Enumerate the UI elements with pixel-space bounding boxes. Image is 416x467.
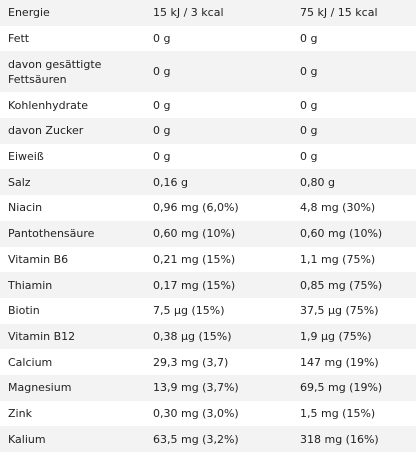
table-row: Fett 0 g 0 g (0, 25, 416, 52)
value-per-portion: 0,60 mg (10%) (292, 220, 416, 247)
nutrient-name: Calcium (0, 349, 145, 375)
value-per-100ml: 29,3 mg (3,7) (145, 349, 292, 375)
value-per-portion: 69,5 mg (19%) (292, 374, 416, 401)
nutrient-name: Vitamin B12 (0, 323, 145, 350)
value-per-portion: 37,5 µg (75%) (292, 297, 416, 324)
nutrient-name: Vitamin B6 (0, 246, 145, 273)
value-per-portion: 0 g (292, 92, 416, 119)
table-row: Thiamin 0,17 mg (15%) 0,85 mg (75%) (0, 272, 416, 298)
table-row: Kohlenhydrate 0 g 0 g (0, 92, 416, 119)
value-per-portion: 0,80 g (292, 169, 416, 196)
nutrient-name: Pantothensäure (0, 220, 145, 247)
nutrient-name: Salz (0, 169, 145, 196)
table-row: Calcium 29,3 mg (3,7) 147 mg (19%) (0, 349, 416, 375)
table-row: Kalium 63,5 mg (3,2%) 318 mg (16%) (0, 426, 416, 452)
value-per-100ml: 0,60 mg (10%) (145, 220, 292, 247)
nutrient-name: Magnesium (0, 374, 145, 401)
value-per-portion: 318 mg (16%) (292, 426, 416, 452)
value-per-portion: 0 g (292, 25, 416, 52)
value-per-100ml: 0,30 mg (3,0%) (145, 400, 292, 427)
value-per-100ml: 0,16 g (145, 169, 292, 196)
value-per-100ml: 0,21 mg (15%) (145, 246, 292, 273)
value-per-100ml: 0,38 µg (15%) (145, 323, 292, 350)
value-per-portion: 75 kJ / 15 kcal (292, 0, 416, 26)
value-per-portion: 4,8 mg (30%) (292, 195, 416, 221)
table-row: Salz 0,16 g 0,80 g (0, 169, 416, 196)
table-row: davon gesättigte Fettsäuren 0 g 0 g (0, 51, 416, 93)
table-row: Eiweiß 0 g 0 g (0, 143, 416, 170)
value-per-100ml: 0 g (145, 143, 292, 170)
nutrition-table: Energie 15 kJ / 3 kcal 75 kJ / 15 kcal F… (0, 0, 416, 452)
table-row: Magnesium 13,9 mg (3,7%) 69,5 mg (19%) (0, 374, 416, 401)
nutrient-name: Fett (0, 25, 145, 52)
value-per-portion: 0 g (292, 51, 416, 93)
nutrient-name: Niacin (0, 195, 145, 221)
nutrient-name: Kohlenhydrate (0, 92, 145, 119)
value-per-100ml: 0 g (145, 92, 292, 119)
value-per-100ml: 7,5 µg (15%) (145, 297, 292, 324)
value-per-100ml: 0 g (145, 25, 292, 52)
value-per-100ml: 0,17 mg (15%) (145, 272, 292, 298)
value-per-100ml: 15 kJ / 3 kcal (145, 0, 292, 26)
value-per-portion: 0 g (292, 143, 416, 170)
table-row: Vitamin B12 0,38 µg (15%) 1,9 µg (75%) (0, 323, 416, 350)
value-per-portion: 0,85 mg (75%) (292, 272, 416, 298)
table-row: Vitamin B6 0,21 mg (15%) 1,1 mg (75%) (0, 246, 416, 273)
nutrient-name: davon Zucker (0, 118, 145, 144)
value-per-100ml: 0 g (145, 51, 292, 93)
table-row: Zink 0,30 mg (3,0%) 1,5 mg (15%) (0, 400, 416, 427)
nutrient-name: Kalium (0, 426, 145, 452)
table-row: Niacin 0,96 mg (6,0%) 4,8 mg (30%) (0, 195, 416, 221)
nutrient-name: Zink (0, 400, 145, 427)
value-per-100ml: 0,96 mg (6,0%) (145, 195, 292, 221)
table-row: Energie 15 kJ / 3 kcal 75 kJ / 15 kcal (0, 0, 416, 26)
table-row: Biotin 7,5 µg (15%) 37,5 µg (75%) (0, 297, 416, 324)
value-per-100ml: 0 g (145, 118, 292, 144)
value-per-portion: 0 g (292, 118, 416, 144)
nutrient-name: Thiamin (0, 272, 145, 298)
value-per-portion: 1,9 µg (75%) (292, 323, 416, 350)
table-row: davon Zucker 0 g 0 g (0, 118, 416, 144)
value-per-100ml: 63,5 mg (3,2%) (145, 426, 292, 452)
nutrient-name: davon gesättigte Fettsäuren (0, 51, 145, 93)
value-per-portion: 1,1 mg (75%) (292, 246, 416, 273)
nutrient-name: Energie (0, 0, 145, 26)
table-row: Pantothensäure 0,60 mg (10%) 0,60 mg (10… (0, 220, 416, 247)
value-per-100ml: 13,9 mg (3,7%) (145, 374, 292, 401)
nutrient-name: Eiweiß (0, 143, 145, 170)
value-per-portion: 147 mg (19%) (292, 349, 416, 375)
value-per-portion: 1,5 mg (15%) (292, 400, 416, 427)
nutrient-name: Biotin (0, 297, 145, 324)
